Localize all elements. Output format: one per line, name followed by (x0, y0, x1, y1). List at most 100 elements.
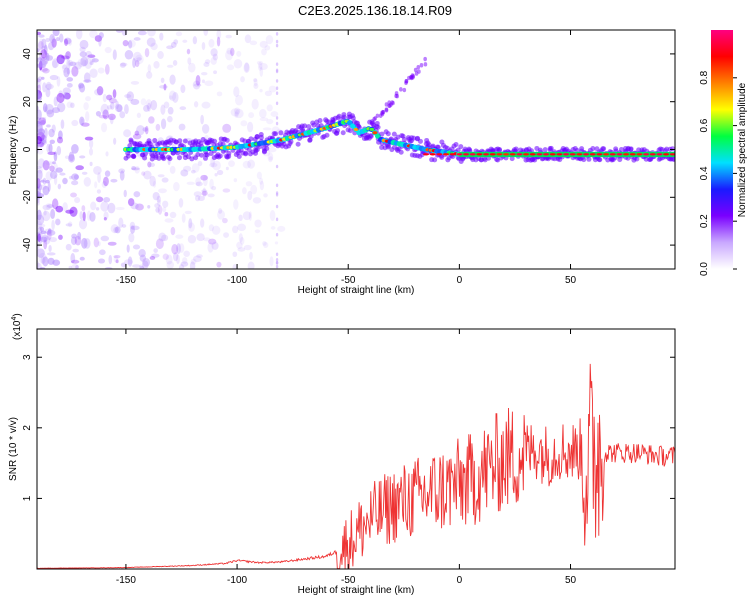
ridge-band (167, 140, 173, 146)
ridge-band (586, 156, 592, 162)
noise-blob (201, 101, 211, 109)
noise-blob (139, 265, 145, 269)
noise-blob (132, 244, 141, 250)
noise-blob (37, 57, 43, 61)
noise-blob (161, 177, 169, 183)
ridge-band (317, 118, 323, 124)
noise-blob (245, 181, 253, 187)
noise-blob (202, 187, 207, 198)
noise-blob (173, 181, 180, 192)
noise-blob (88, 148, 94, 156)
noise-blob (66, 58, 71, 70)
noise-blob (113, 255, 119, 263)
ridge-band (204, 152, 210, 158)
noise-blob (50, 208, 56, 220)
noise-blob (204, 59, 211, 64)
ridge-band (295, 141, 301, 147)
ridge-band (432, 157, 438, 163)
snr-x-ticks: -150 -100 -50 0 50 (116, 329, 577, 586)
noise-blob (61, 64, 68, 70)
ridge-band (195, 151, 201, 157)
ridge-peak (496, 153, 503, 156)
noise-blob (70, 236, 77, 246)
noise-blob (189, 261, 196, 269)
noise-blob (223, 232, 230, 238)
ridge-band (497, 146, 503, 152)
noise-blob (172, 60, 178, 66)
noise-blob (120, 262, 127, 268)
tail-blob (391, 100, 395, 106)
noise-blob (64, 52, 70, 61)
noise-blob (64, 38, 69, 46)
noise-blob (109, 115, 114, 125)
noise-blob (132, 133, 142, 140)
ridge-band (590, 146, 596, 152)
noise-blob (51, 38, 57, 48)
ridge-band (286, 143, 292, 149)
noise-blob (81, 171, 88, 175)
noise-blob (157, 174, 165, 178)
noise-blob (37, 262, 43, 269)
noise-blob (232, 225, 239, 234)
noise-blob (162, 206, 167, 213)
noise-blob (108, 254, 113, 265)
noise-blob (268, 85, 277, 93)
noise-blob (222, 217, 228, 224)
noise-blob (216, 91, 223, 97)
noise-blob (124, 50, 134, 60)
noise-blob (79, 211, 83, 220)
noise-blob (58, 130, 63, 140)
noise-blob (91, 58, 99, 63)
noise-blob (247, 159, 255, 169)
noise-blob (166, 45, 174, 50)
noise-blob (94, 35, 103, 42)
ridge-peak (569, 153, 576, 156)
ridge-band (142, 151, 148, 157)
noise-blob (51, 124, 56, 133)
noise-blob (201, 41, 206, 51)
noise-blob (46, 252, 56, 256)
noise-blob (49, 170, 58, 179)
noise-blob (178, 243, 185, 253)
ridge-band (311, 122, 317, 128)
noise-blob (159, 32, 164, 41)
noise-blob (37, 57, 43, 63)
ridge-band (425, 140, 431, 146)
noise-blob (44, 127, 48, 139)
noise-blob (96, 196, 104, 203)
noise-blob (62, 87, 71, 95)
noise-blob (209, 178, 214, 190)
noise-blob (83, 102, 89, 111)
noise-blob (94, 88, 103, 96)
noise-blob (95, 110, 102, 117)
noise-blob (56, 136, 64, 144)
noise-blob (179, 106, 187, 111)
ridge-band (385, 131, 391, 137)
snr-panel: -150 -100 -50 0 50 1 2 3 Height of straight li… (8, 313, 676, 596)
noise-blob (37, 109, 42, 120)
noise-blob (228, 160, 235, 168)
noise-blob (134, 166, 140, 174)
noise-blob (267, 152, 274, 163)
noise-blob (38, 60, 43, 71)
ridge-peak (549, 153, 556, 156)
noise-blob (113, 226, 119, 234)
noise-blob (233, 199, 239, 210)
ridge-band (199, 152, 205, 158)
noise-blob (83, 72, 91, 83)
ridge-peak (489, 153, 496, 156)
noise-blob (49, 139, 56, 144)
noise-blob (248, 112, 255, 119)
noise-blob (277, 225, 286, 232)
tail-blob (384, 108, 389, 113)
noise-blob (251, 98, 259, 110)
noise-blob (65, 209, 75, 214)
noise-blob (42, 185, 50, 196)
noise-blob (85, 111, 90, 122)
noise-blob (247, 190, 253, 201)
noise-blob (104, 266, 113, 269)
noise-blob (254, 229, 261, 234)
noise-blob (84, 136, 94, 141)
noise-blob (213, 70, 218, 75)
ridge-peak (609, 153, 616, 156)
